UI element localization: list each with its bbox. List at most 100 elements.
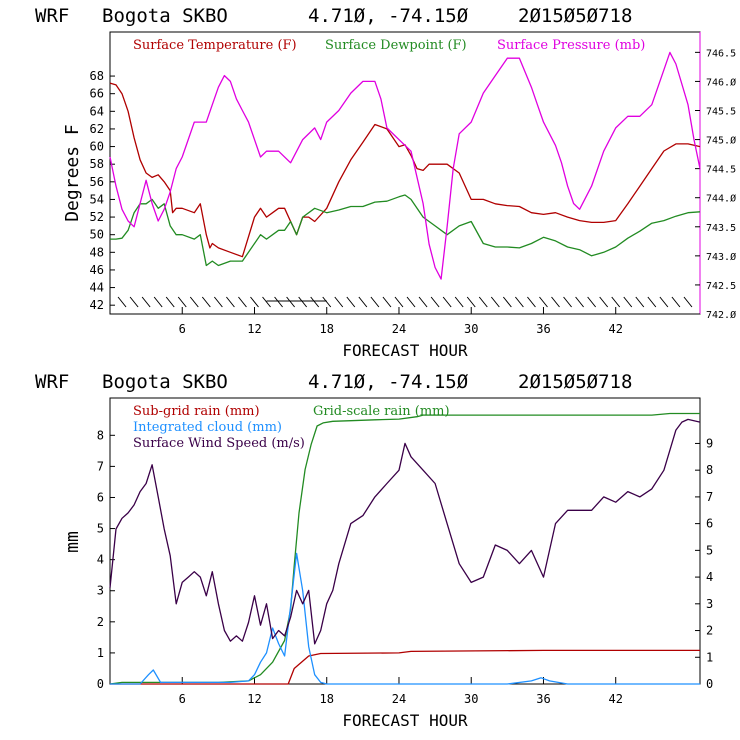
- y-tick-label-left: 62: [90, 122, 104, 136]
- y-tick-label-right: 3: [706, 597, 713, 611]
- series-line-3: [110, 552, 700, 685]
- y-tick-label-left: 48: [90, 245, 104, 259]
- x-axis-label: FORECAST HOUR: [342, 711, 468, 730]
- wind-barb: [370, 296, 380, 308]
- legend-entry-4: Surface Wind Speed (m/s): [133, 436, 305, 451]
- legend-entry-1: Surface Temperature (F): [133, 38, 297, 53]
- y-axis-label: Degrees F: [62, 124, 83, 222]
- x-tick-label: 30: [464, 322, 478, 336]
- legend-entry-3: Integrated cloud (mm): [133, 420, 282, 435]
- y-tick-label-right: 743.5: [706, 223, 736, 234]
- wind-barb: [310, 296, 320, 308]
- x-tick-label: 18: [320, 692, 334, 706]
- wind-barb: [490, 296, 500, 308]
- wind-barb: [250, 296, 259, 308]
- y-tick-label-right: 2: [706, 624, 713, 638]
- y-tick-label-right: 6: [706, 517, 713, 531]
- x-tick-label: 36: [536, 322, 550, 336]
- wind-barb: [358, 296, 368, 308]
- y-tick-label-right: 745.Ø: [706, 135, 736, 147]
- wind-barb: [117, 296, 127, 308]
- wind-barb: [346, 296, 356, 308]
- y-tick-label-left: 52: [90, 210, 104, 224]
- y-tick-label-left: 5: [97, 522, 104, 536]
- header-date: 2Ø15Ø5Ø718: [518, 371, 632, 393]
- x-tick-label: 24: [392, 692, 406, 706]
- x-tick-label: 42: [608, 692, 622, 706]
- wind-barb: [671, 296, 681, 308]
- wind-barb: [394, 296, 404, 308]
- wind-barb: [322, 296, 332, 308]
- y-tick-label-right: 8: [706, 463, 713, 477]
- series-line-2: [109, 412, 700, 685]
- y-tick-label-right: 0: [706, 677, 713, 691]
- series-line-4: [109, 418, 701, 645]
- y-tick-label-left: 7: [97, 459, 104, 473]
- wind-barb: [611, 296, 621, 308]
- legend-entry-1: Sub-grid rain (mm): [133, 404, 260, 419]
- y-tick-label-right: 9: [706, 436, 713, 450]
- wind-barb: [623, 296, 633, 308]
- x-tick-label: 6: [179, 692, 186, 706]
- wind-barb: [238, 296, 247, 308]
- wind-barb: [262, 296, 271, 308]
- y-tick-label-right: 742.5: [706, 281, 736, 292]
- wind-barb: [587, 296, 597, 308]
- wind-barb: [551, 296, 560, 308]
- y-tick-label-left: 44: [90, 281, 104, 295]
- wind-barb: [647, 296, 657, 308]
- y-tick-label-right: 744.5: [706, 165, 736, 176]
- wind-barb: [141, 296, 151, 308]
- wind-barb: [502, 296, 512, 308]
- header-site: Bogota SKBO: [102, 371, 228, 393]
- wind-barb: [683, 296, 693, 308]
- series-line-1: [110, 649, 700, 685]
- wind-barb: [334, 296, 344, 308]
- y-tick-label-right: 743.Ø: [706, 251, 736, 263]
- wind-barb: [430, 296, 440, 308]
- header-date: 2Ø15Ø5Ø718: [518, 5, 632, 27]
- legend-entry-2: Grid-scale rain (mm): [313, 404, 450, 419]
- plot-frame: [109, 31, 701, 315]
- wind-barb: [286, 296, 296, 308]
- y-tick-label-left: 4: [97, 553, 104, 567]
- x-axis-label: FORECAST HOUR: [342, 341, 468, 360]
- wind-barb: [442, 296, 452, 308]
- y-tick-label-left: 64: [90, 104, 104, 118]
- x-tick-label: 12: [247, 692, 261, 706]
- wind-barb: [382, 296, 392, 308]
- wind-barb: [226, 296, 235, 308]
- x-tick-label: 36: [536, 692, 550, 706]
- y-tick-label-right: 745.5: [706, 106, 736, 117]
- wind-barb: [635, 296, 645, 308]
- wind-barb: [539, 296, 548, 308]
- wind-barb: [514, 296, 524, 308]
- x-tick-label: 24: [392, 322, 406, 336]
- x-tick-label: 42: [608, 322, 622, 336]
- y-tick-label-right: 4: [706, 570, 713, 584]
- y-tick-label-left: 68: [90, 69, 104, 83]
- y-tick-label-right: 746.Ø: [706, 76, 736, 88]
- wind-barb: [466, 296, 476, 308]
- y-tick-label-right: 1: [706, 650, 713, 664]
- y-tick-label-right: 7: [706, 490, 713, 504]
- y-tick-label-left: 66: [90, 87, 104, 101]
- wind-barb: [165, 296, 175, 308]
- wind-barb: [189, 296, 199, 308]
- wind-barb: [298, 296, 308, 308]
- x-tick-label: 30: [464, 692, 478, 706]
- y-tick-label-left: 56: [90, 175, 104, 189]
- x-tick-label: 12: [247, 322, 261, 336]
- y-tick-label-left: 54: [90, 192, 104, 206]
- y-tick-label-left: 58: [90, 157, 104, 171]
- wind-barb: [406, 296, 416, 308]
- wind-barb: [177, 296, 187, 308]
- y-tick-label-left: 3: [97, 584, 104, 598]
- wind-barb: [575, 296, 584, 308]
- y-tick-label-left: 50: [90, 228, 104, 242]
- series-line-3: [109, 51, 701, 280]
- y-tick-label-left: 0: [97, 677, 104, 691]
- wind-barb: [454, 296, 464, 308]
- y-tick-label-left: 60: [90, 140, 104, 154]
